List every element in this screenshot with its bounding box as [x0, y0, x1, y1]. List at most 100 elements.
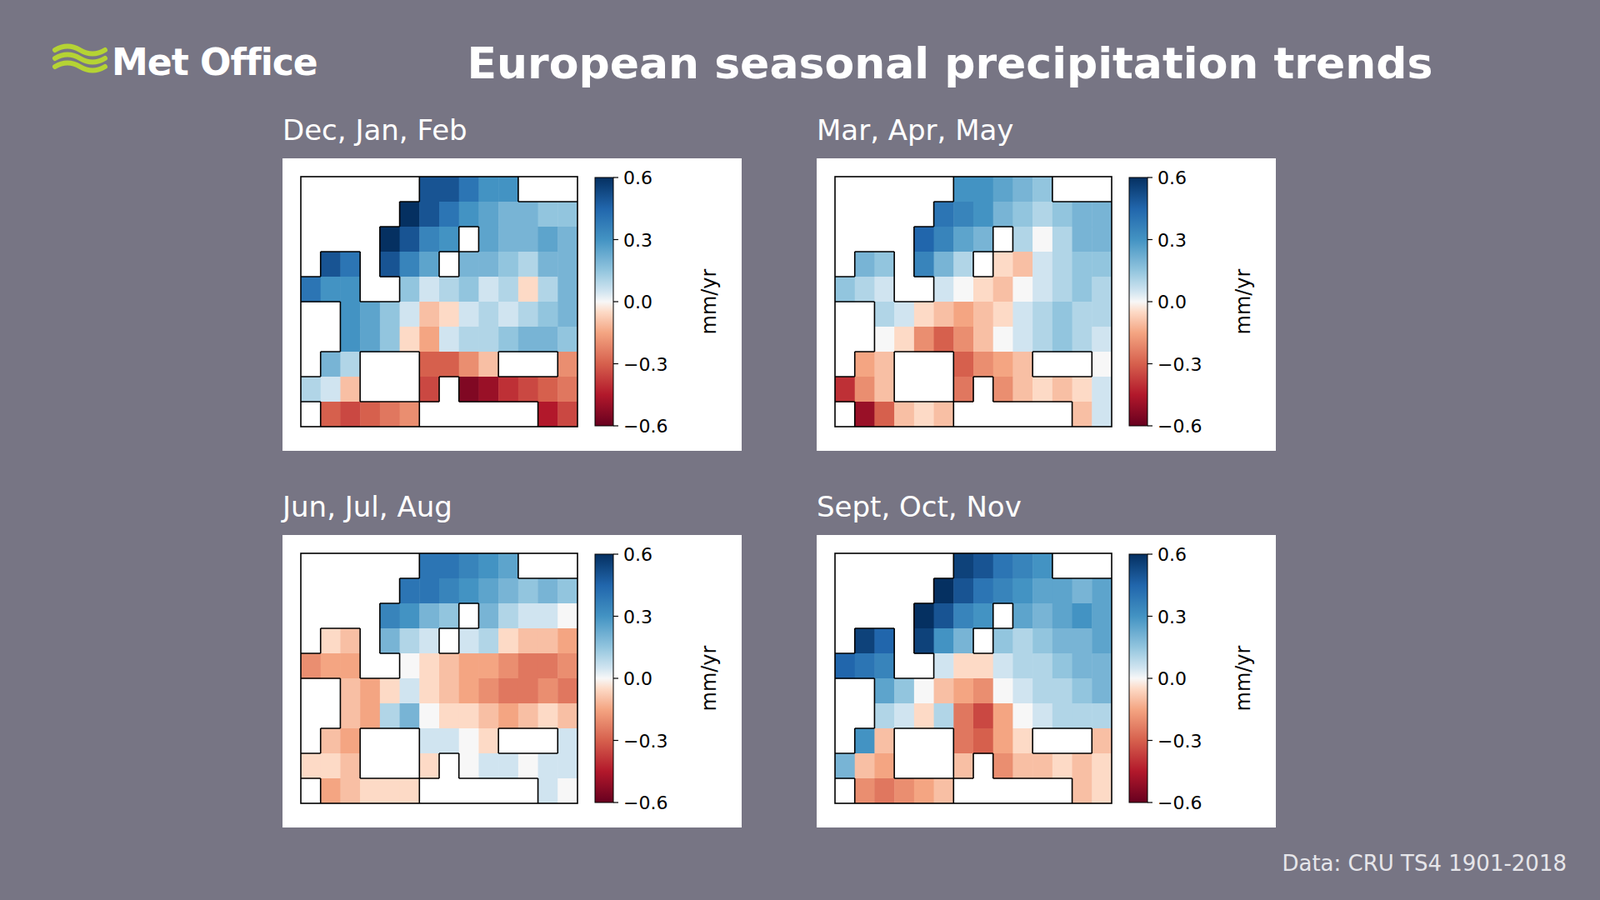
cell	[855, 753, 875, 780]
cell	[459, 176, 480, 203]
cell	[478, 226, 499, 253]
cell	[557, 678, 578, 705]
cell	[1012, 628, 1033, 655]
cell	[993, 251, 1014, 278]
cell	[400, 778, 420, 804]
cell	[1072, 326, 1093, 353]
cell	[557, 628, 578, 655]
cell	[1032, 251, 1053, 278]
panel: Dec, Jan, Feb0.60.30.0−0.3−0.6mm/yr	[282, 113, 742, 451]
cell	[419, 578, 440, 605]
cell	[993, 703, 1014, 730]
cell	[953, 678, 974, 705]
cell	[340, 703, 360, 730]
cell	[1072, 226, 1093, 253]
cell	[874, 753, 895, 780]
cell	[518, 201, 539, 228]
colorbar-tick	[1147, 615, 1153, 617]
cell	[518, 603, 539, 630]
cell	[400, 628, 420, 655]
colorbar-tick	[1147, 176, 1153, 178]
cell	[419, 326, 440, 353]
cell	[557, 753, 578, 780]
cell	[538, 201, 559, 228]
cell	[1012, 653, 1033, 680]
cell	[557, 778, 578, 804]
cell	[518, 376, 539, 403]
cell	[1032, 653, 1053, 680]
cell	[874, 778, 895, 804]
cell	[538, 401, 559, 427]
cell	[1032, 226, 1053, 253]
cell	[1032, 703, 1053, 730]
cell	[874, 301, 895, 328]
cell	[973, 201, 994, 228]
colorbar-tick	[613, 300, 619, 302]
cell	[855, 728, 875, 755]
cell	[1091, 778, 1112, 804]
colorbar-tick-label: 0.0	[623, 291, 653, 313]
cell	[934, 201, 955, 228]
cell	[439, 301, 460, 328]
cell	[360, 703, 380, 730]
cell	[934, 276, 955, 303]
colorbar-tick	[613, 425, 619, 426]
cell	[953, 553, 974, 580]
cell	[874, 678, 895, 705]
coastline	[835, 176, 1112, 427]
cell	[557, 351, 578, 378]
cell	[419, 553, 440, 580]
cell	[439, 176, 460, 203]
cell	[320, 351, 341, 378]
cell	[400, 401, 420, 427]
cell	[953, 628, 974, 655]
cell	[439, 276, 460, 303]
cell	[874, 653, 895, 680]
colorbar-tick	[613, 363, 619, 365]
cell	[459, 376, 480, 403]
cell	[1012, 301, 1033, 328]
cell	[1091, 728, 1112, 755]
panel-background	[816, 535, 1276, 828]
colorbar-tick	[1147, 425, 1153, 426]
coast	[300, 176, 578, 427]
colorbar-tick	[1147, 740, 1153, 741]
cell	[498, 251, 519, 278]
cell	[320, 401, 341, 427]
cell	[320, 276, 341, 303]
cell	[1052, 753, 1073, 780]
cell	[557, 276, 578, 303]
cell	[400, 226, 420, 253]
cell	[1012, 176, 1033, 203]
cell	[478, 201, 499, 228]
cell	[498, 226, 519, 253]
cell	[1072, 251, 1093, 278]
cell	[1091, 201, 1112, 228]
cell	[538, 578, 559, 605]
cell	[538, 778, 559, 804]
cell	[953, 301, 974, 328]
colorbar-tick	[1147, 239, 1153, 240]
cell	[1052, 578, 1073, 605]
cell	[557, 728, 578, 755]
cell	[855, 778, 875, 804]
cell	[498, 176, 519, 203]
cell	[1032, 301, 1053, 328]
cell	[478, 251, 499, 278]
colorbar-tick	[613, 239, 619, 240]
page: Met OfficeEuropean seasonal precipitatio…	[0, 0, 1600, 900]
cell	[1012, 603, 1033, 630]
panel: Mar, Apr, May0.60.30.0−0.3−0.6mm/yr	[816, 113, 1276, 451]
cell	[419, 753, 440, 780]
cell	[973, 301, 994, 328]
cell	[400, 578, 420, 605]
colorbar-tick	[613, 677, 619, 679]
cell	[855, 351, 875, 378]
cell	[419, 728, 440, 755]
cell	[518, 326, 539, 353]
colorbar	[595, 177, 614, 426]
cell	[478, 603, 499, 630]
cell	[1012, 351, 1033, 378]
colorbar-tick	[1147, 363, 1153, 365]
cell	[1012, 678, 1033, 705]
